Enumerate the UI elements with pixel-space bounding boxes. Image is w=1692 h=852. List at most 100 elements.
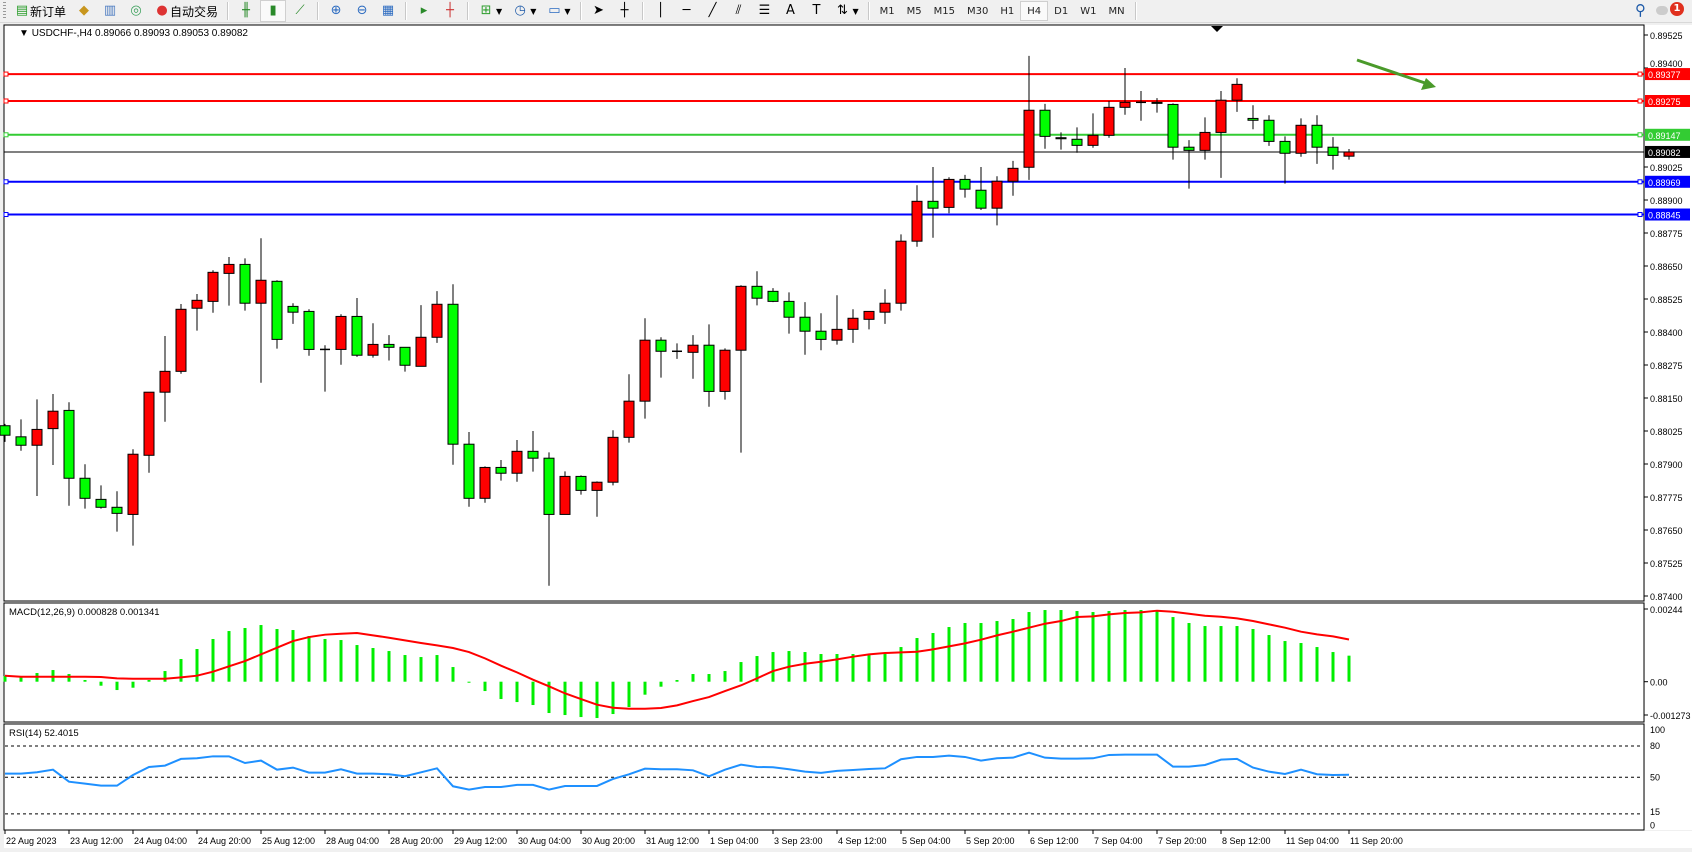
horizontal-line-button[interactable]: ─: [675, 1, 699, 21]
candle: [271, 280, 283, 349]
cursor-button[interactable]: ➤: [587, 1, 611, 21]
chart-window[interactable]: 0.89525 0.89400 0.89025 0.88900 0.88775 0.886…: [0, 23, 1692, 852]
candle: [847, 309, 859, 343]
trend-arrow-head-icon: [1421, 78, 1436, 90]
search-icon[interactable]: ⚲: [1635, 1, 1646, 19]
time-tick-label: 4 Sep 12:00: [838, 836, 887, 846]
periods-button[interactable]: ◷ ▼: [508, 1, 540, 21]
signals-button[interactable]: ◎: [124, 1, 148, 21]
candle-body: [287, 305, 299, 313]
candle: [623, 374, 635, 443]
timeframe-bar: M1 M5 M15 M30 H1 H4 D1 W1 MN: [874, 1, 1131, 21]
candle-body: [991, 180, 1003, 209]
macd-histogram-bar: [195, 649, 199, 682]
text-label-button[interactable]: T: [805, 1, 829, 21]
fibonacci-button[interactable]: ⫽: [727, 1, 751, 21]
candle-body: [751, 285, 763, 299]
macd-histogram-bar: [803, 652, 807, 682]
candle: [1247, 105, 1259, 130]
notifications-button[interactable]: 1: [1656, 1, 1686, 19]
price-tick-label: 0.89400: [1650, 59, 1683, 69]
macd-histogram-bar: [1347, 655, 1351, 682]
candle: [511, 439, 523, 482]
candle: [239, 258, 251, 311]
auto-trade-button[interactable]: ● 自动交易: [150, 1, 222, 21]
timeframe-mn[interactable]: MN: [1108, 5, 1125, 17]
chart-shift-button[interactable]: ┼: [438, 1, 462, 21]
time-tick-label: 11 Sep 20:00: [1350, 836, 1403, 846]
indicators-button[interactable]: ⊞ ▼: [474, 1, 506, 21]
crosshair-button[interactable]: ┼: [613, 1, 637, 21]
candle: [895, 234, 907, 311]
candlestick-button[interactable]: ▮: [260, 0, 287, 22]
templates-button[interactable]: ▭ ▼: [542, 1, 574, 21]
timeframe-m1[interactable]: M1: [879, 5, 895, 17]
macd-histogram-bar: [355, 645, 359, 682]
market-watch-button[interactable]: ◆: [72, 1, 96, 21]
timeframe-m30[interactable]: M30: [967, 5, 989, 17]
timeframe-m15[interactable]: M15: [933, 5, 956, 17]
price-axis[interactable]: [1645, 25, 1692, 830]
timeframe-m5[interactable]: M5: [906, 5, 922, 17]
text-button[interactable]: A: [779, 1, 803, 21]
candle: [207, 270, 219, 313]
toolbar-grip[interactable]: [3, 2, 6, 20]
new-order-button[interactable]: ▤ 新订单: [10, 1, 70, 21]
price-tick-label: 0.89025: [1650, 163, 1683, 173]
rsi-tick-label: 50: [1650, 772, 1660, 782]
candle-body: [1343, 151, 1355, 157]
zoom-in-icon: ⊕: [330, 3, 342, 18]
time-tick-label: 23 Aug 12:00: [70, 836, 123, 846]
signals-icon: ◎: [130, 3, 142, 18]
separator: [405, 2, 408, 20]
zoom-out-button[interactable]: ⊖: [350, 1, 374, 21]
macd-histogram-bar: [243, 628, 247, 682]
timeframe-d1[interactable]: D1: [1054, 5, 1069, 17]
timeframe-w1[interactable]: W1: [1080, 5, 1097, 17]
navigator-button[interactable]: ▥: [98, 1, 122, 21]
candle: [383, 335, 395, 361]
line-chart-button[interactable]: ⟋: [288, 1, 312, 21]
symbol-label: USDCHF-,H4: [32, 28, 93, 39]
macd-histogram-bar: [931, 633, 935, 682]
periods-icon: ◷: [514, 3, 526, 18]
macd-histogram-bar: [467, 681, 471, 683]
candle: [1023, 55, 1035, 180]
candle: [47, 394, 59, 466]
candle: [1087, 113, 1099, 148]
macd-pane[interactable]: [3, 602, 1645, 723]
macd-tick-label: 0.00244: [1650, 605, 1683, 615]
time-tick-label: 5 Sep 04:00: [902, 836, 951, 846]
time-tick-label: 1 Sep 04:00: [710, 836, 759, 846]
candle-body: [735, 285, 747, 351]
macd-histogram-bar: [739, 662, 743, 682]
timeframe-h4[interactable]: H4: [1020, 1, 1049, 21]
macd-histogram-bar: [211, 639, 215, 682]
trendline-button[interactable]: ╱: [701, 1, 725, 21]
vertical-line-icon: │: [656, 3, 665, 18]
main-price-pane[interactable]: [3, 24, 1645, 602]
arrows-button[interactable]: ⇅ ▼: [831, 1, 863, 21]
channel-button[interactable]: ☰: [753, 1, 777, 21]
bar-chart-button[interactable]: ╫: [234, 1, 258, 21]
time-axis[interactable]: [4, 831, 1692, 848]
tile-windows-button[interactable]: ▦: [376, 1, 400, 21]
candle: [399, 346, 411, 372]
candle: [1039, 103, 1051, 149]
timeframe-h1[interactable]: H1: [1000, 5, 1015, 17]
macd-histogram-bar: [1011, 619, 1015, 682]
zoom-in-button[interactable]: ⊕: [324, 1, 348, 21]
price-tick-label: 0.87400: [1650, 592, 1683, 602]
trend-arrow[interactable]: [1356, 58, 1436, 90]
price-badge: [1645, 95, 1690, 107]
candle-body: [1055, 137, 1067, 140]
candle: [911, 185, 923, 247]
chart-shift-marker-icon[interactable]: [1211, 26, 1223, 32]
macd-histogram-bar: [1107, 611, 1111, 682]
candle-body: [31, 428, 43, 446]
autoscroll-button[interactable]: ▸: [412, 1, 436, 21]
macd-histogram-bar: [547, 681, 551, 714]
candle-body: [255, 279, 267, 304]
vertical-line-button[interactable]: │: [649, 1, 673, 21]
macd-histogram-bar: [275, 629, 279, 682]
